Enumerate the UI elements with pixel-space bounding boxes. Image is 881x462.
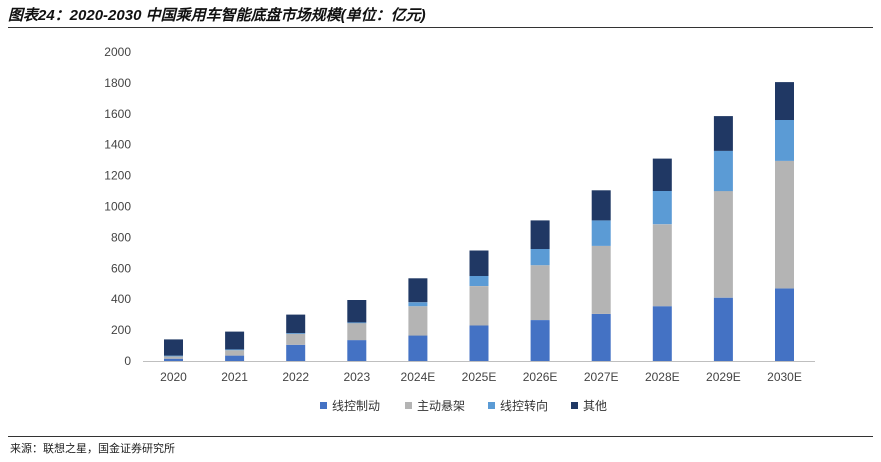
legend: 线控制动 主动悬架 线控转向 其他 <box>320 398 607 413</box>
y-tick-label: 600 <box>111 261 131 275</box>
bar-active-suspension-2025E <box>469 286 489 326</box>
bar-other-2026E <box>530 220 550 249</box>
x-tick-label: 2028E <box>645 370 680 384</box>
y-tick-label: 1400 <box>104 138 131 152</box>
bar-other-2027E <box>591 190 611 221</box>
bar-steer-by-wire-2023 <box>347 322 367 324</box>
bar-other-2023 <box>347 300 367 323</box>
bar-other-2028E <box>652 158 672 191</box>
bar-brake-by-wire-2020 <box>164 358 183 361</box>
bar-other-2022 <box>286 314 306 334</box>
bar-other-2021 <box>225 331 245 350</box>
bar-steer-by-wire-2025E <box>469 276 489 286</box>
bar-steer-by-wire-2020 <box>164 355 183 357</box>
y-tick-label: 800 <box>111 230 131 244</box>
x-tick-label: 2025E <box>462 370 497 384</box>
bar-other-2020 <box>164 339 183 356</box>
legend-active-suspension: 主动悬架 <box>405 399 465 413</box>
bar-brake-by-wire-2030E <box>775 288 794 361</box>
bar-brake-by-wire-2028E <box>652 306 672 361</box>
legend-brake-by-wire: 线控制动 <box>320 399 380 413</box>
x-tick-label: 2027E <box>584 370 619 384</box>
source-note: 来源：联想之星，国金证券研究所 <box>10 443 175 455</box>
y-tick-label: 2000 <box>104 45 131 59</box>
bar-active-suspension-2021 <box>225 350 245 356</box>
y-tick-label: 1200 <box>104 169 131 183</box>
bar-steer-by-wire-2030E <box>775 120 794 161</box>
x-axis: 2020 2021 2022 2023 2024E 2025E 2026E 2027E 2028… <box>160 370 802 384</box>
bar-brake-by-wire-2025E <box>469 325 489 361</box>
y-tick-label: 1000 <box>104 200 131 214</box>
bar-brake-by-wire-2029E <box>713 297 733 361</box>
y-tick-label: 0 <box>124 354 131 368</box>
legend-label: 其他 <box>583 399 607 413</box>
bar-other-2029E <box>713 116 733 151</box>
bar-active-suspension-2022 <box>286 334 306 345</box>
bar-active-suspension-2029E <box>713 191 733 298</box>
y-axis: 0 200 400 600 800 1000 1200 1400 1600 1800 2000 <box>104 45 131 368</box>
top-divider <box>8 27 873 28</box>
bar-steer-by-wire-2028E <box>652 191 672 225</box>
bar-other-2030E <box>775 82 794 120</box>
bar-brake-by-wire-2024E <box>408 335 428 361</box>
legend-label: 线控制动 <box>332 399 380 413</box>
bar-active-suspension-2030E <box>775 160 794 289</box>
bar-active-suspension-2027E <box>591 245 611 314</box>
bar-steer-by-wire-2027E <box>591 220 611 246</box>
bar-series <box>164 82 794 361</box>
bar-other-2024E <box>408 278 428 303</box>
bar-active-suspension-2020 <box>164 356 183 359</box>
legend-other: 其他 <box>571 399 607 413</box>
x-tick-label: 2023 <box>343 370 370 384</box>
bar-steer-by-wire-2022 <box>286 333 306 334</box>
x-tick-label: 2030E <box>767 370 802 384</box>
legend-swatch <box>488 402 495 409</box>
bar-active-suspension-2026E <box>530 265 550 320</box>
legend-swatch <box>320 402 327 409</box>
bar-other-2025E <box>469 250 489 276</box>
bottom-divider <box>8 436 873 437</box>
y-tick-label: 1600 <box>104 107 131 121</box>
x-tick-label: 2020 <box>160 370 187 384</box>
x-tick-label: 2029E <box>706 370 741 384</box>
chart-title: 图表24：2020-2030 中国乘用车智能底盘市场规模(单位：亿元) <box>8 7 426 24</box>
bar-steer-by-wire-2021 <box>225 349 245 351</box>
bar-active-suspension-2028E <box>652 224 672 307</box>
y-tick-label: 400 <box>111 292 131 306</box>
bar-active-suspension-2023 <box>347 323 367 341</box>
legend-label: 线控转向 <box>500 398 548 413</box>
legend-swatch <box>405 402 412 409</box>
bar-brake-by-wire-2021 <box>225 355 245 361</box>
bar-brake-by-wire-2023 <box>347 340 367 361</box>
bar-steer-by-wire-2029E <box>713 150 733 192</box>
legend-steer-by-wire: 线控转向 <box>488 398 548 413</box>
x-tick-label: 2022 <box>282 370 309 384</box>
y-tick-label: 1800 <box>104 76 131 90</box>
x-tick-label: 2026E <box>523 370 558 384</box>
bar-brake-by-wire-2026E <box>530 320 550 361</box>
x-tick-label: 2021 <box>221 370 248 384</box>
bar-brake-by-wire-2027E <box>591 313 611 361</box>
legend-swatch <box>571 402 578 409</box>
y-tick-label: 200 <box>111 323 131 337</box>
bar-steer-by-wire-2026E <box>530 249 550 266</box>
bar-brake-by-wire-2022 <box>286 344 306 361</box>
x-tick-label: 2024E <box>401 370 436 384</box>
bar-steer-by-wire-2024E <box>408 302 428 307</box>
bar-active-suspension-2024E <box>408 306 428 336</box>
legend-label: 主动悬架 <box>417 399 465 413</box>
